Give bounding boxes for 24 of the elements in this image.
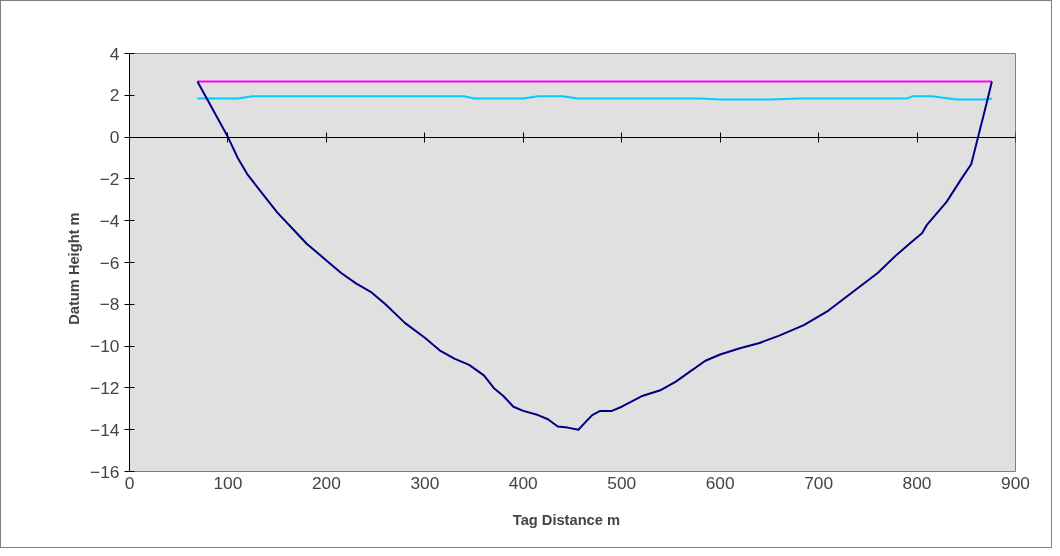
x-tick-label: 400: [508, 472, 538, 493]
y-axis-title: Datum Height m: [66, 212, 83, 325]
y-tick-label: 4: [109, 43, 120, 64]
x-tick-label: 700: [804, 472, 834, 493]
x-tick-label: 600: [705, 472, 735, 493]
y-tick-label: −16: [90, 461, 120, 482]
x-tick-label: 900: [1001, 472, 1030, 493]
y-tick-label: −6: [99, 252, 120, 273]
y-tick-label: −10: [90, 336, 120, 357]
y-tick-label: 0: [109, 127, 120, 148]
x-tick-label: 100: [213, 472, 243, 493]
x-tick-label: 800: [902, 472, 932, 493]
x-tick-label: 200: [311, 472, 341, 493]
y-tick-label: −4: [99, 210, 120, 231]
x-tick-label: 500: [607, 472, 637, 493]
y-tick-label: −8: [99, 294, 120, 315]
y-tick-label: 2: [109, 85, 120, 106]
y-tick-label: −2: [99, 168, 120, 189]
y-tick-label: −14: [90, 419, 120, 440]
x-tick-label: 0: [124, 472, 135, 493]
x-tick-label: 300: [410, 472, 440, 493]
line-series: [196, 80, 993, 431]
x-axis-title: Tag Distance m: [512, 511, 621, 528]
y-tick-label: −12: [90, 377, 120, 398]
